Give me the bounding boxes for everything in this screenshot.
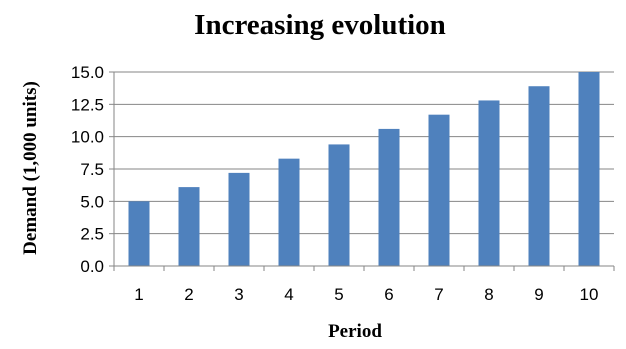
x-tick-label: 3: [234, 285, 243, 304]
bar: [378, 128, 400, 266]
x-tick-label: 8: [484, 285, 493, 304]
x-axis-label: Period: [328, 321, 382, 342]
bar: [478, 100, 500, 266]
x-tick-label: 9: [534, 285, 543, 304]
x-tick-labels: 1 2 3 4 5 6 7 8 9 10: [134, 285, 598, 304]
y-tick-label: 7.5: [80, 160, 104, 179]
y-tick-label: 0.0: [80, 257, 104, 276]
y-tick-label: 12.5: [71, 95, 104, 114]
x-tick-label: 1: [134, 285, 143, 304]
bar: [328, 144, 350, 266]
x-tick-label: 5: [334, 285, 343, 304]
bar: [228, 172, 250, 266]
y-tick-labels: 0.0 2.5 5.0 7.5 10.0 12.5 15.0: [71, 63, 104, 276]
chart-title: Increasing evolution: [194, 9, 446, 41]
bar: [128, 201, 150, 266]
x-tick-label: 10: [580, 285, 599, 304]
bar: [578, 72, 600, 266]
x-tick-label: 6: [384, 285, 393, 304]
x-tick-label: 2: [184, 285, 193, 304]
y-tick-label: 2.5: [80, 225, 104, 244]
x-tick-label: 7: [434, 285, 443, 304]
y-tick-label: 10.0: [71, 128, 104, 147]
y-tick-label: 5.0: [80, 192, 104, 211]
bar: [428, 114, 450, 267]
axes: [109, 71, 615, 271]
bars: [128, 72, 600, 267]
y-axis-label: Demand (1,000 units): [20, 81, 41, 255]
bar: [178, 187, 200, 266]
y-tick-label: 15.0: [71, 63, 104, 82]
bar: [278, 158, 300, 266]
bar: [528, 86, 550, 266]
x-tick-label: 4: [284, 285, 293, 304]
